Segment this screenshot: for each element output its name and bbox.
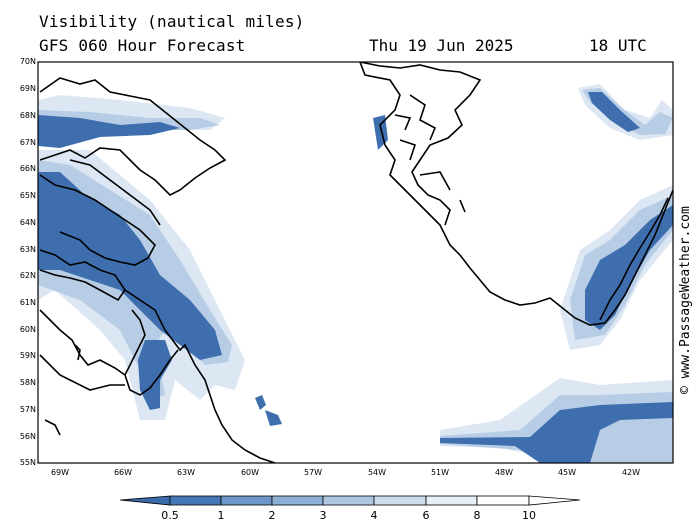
lat-label: 56N — [19, 432, 36, 441]
lat-label: 55N — [19, 458, 36, 467]
lon-label: 57W — [303, 468, 323, 477]
fog-area-dense — [138, 340, 172, 410]
colorbar-tick-label: 0.5 — [161, 509, 179, 522]
coastline-labrador-inner — [39, 354, 125, 391]
lon-label: 54W — [367, 468, 387, 477]
colorbar-bin — [169, 495, 222, 506]
lat-label: 64N — [19, 218, 36, 227]
colorbar-tick-label: 1 — [217, 509, 225, 522]
forecast-date: Thu 19 Jun 2025 — [369, 36, 514, 55]
lon-label: 48W — [494, 468, 514, 477]
lat-label: 58N — [19, 378, 36, 387]
map-subtitle: GFS 060 Hour Forecast — [39, 36, 246, 55]
coastline-baffin-east — [69, 159, 161, 226]
lat-label: 65N — [19, 191, 36, 200]
colorbar-tick-label: 6 — [422, 509, 430, 522]
colorbar-arrow-high — [528, 495, 581, 506]
lon-label: 45W — [557, 468, 577, 477]
lon-label: 42W — [621, 468, 641, 477]
lat-label: 57N — [19, 405, 36, 414]
lat-label: 61N — [19, 298, 36, 307]
lon-label: 60W — [240, 468, 260, 477]
colorbar-bin — [322, 495, 375, 506]
lat-label: 62N — [19, 271, 36, 280]
coastline-ungava-bay — [124, 309, 146, 376]
lat-label: 63N — [19, 245, 36, 254]
map-title: Visibility (nautical miles) — [39, 12, 305, 31]
colorbar-tick-label: 2 — [268, 509, 276, 522]
lat-label: 60N — [19, 325, 36, 334]
coastline-greenland-west — [359, 62, 673, 326]
visibility-field — [38, 84, 673, 463]
fog-area-dense — [265, 410, 282, 426]
lon-label: 51W — [430, 468, 450, 477]
coastline-island — [44, 419, 61, 436]
fog-area-dense — [255, 395, 266, 410]
fog-area-dense — [588, 92, 640, 132]
lon-label: 66W — [113, 468, 133, 477]
coastline-baffin — [39, 77, 227, 196]
coastline-quebec — [39, 309, 179, 396]
lat-label: 70N — [19, 57, 36, 66]
colorbar-tick-label: 8 — [473, 509, 481, 522]
coastline-hudson — [74, 344, 81, 361]
fog-area-dense — [440, 402, 673, 463]
colorbar-tick-label: 4 — [370, 509, 378, 522]
forecast-time: 18 UTC — [589, 36, 647, 55]
coastline-labrador-north — [124, 289, 276, 463]
coastline-greenland-east — [599, 197, 669, 321]
map-frame — [37, 61, 674, 464]
lat-label: 59N — [19, 351, 36, 360]
lon-label: 63W — [176, 468, 196, 477]
coastline-greenland-north — [359, 62, 482, 226]
colorbar-tick-label: 3 — [319, 509, 327, 522]
colorbar-bin — [220, 495, 273, 506]
fog-area-dense — [38, 115, 180, 148]
coastlines — [39, 62, 673, 463]
lat-label: 69N — [19, 84, 36, 93]
coastline-greenland-fjords — [394, 94, 466, 213]
colorbar-bin — [425, 495, 478, 506]
colorbar-tick-label: 10 — [522, 509, 536, 522]
lat-label: 66N — [19, 164, 36, 173]
colorbar-arrow-low — [119, 495, 171, 506]
coastline-baffin-south — [39, 174, 156, 266]
colorbar-bin — [476, 495, 530, 506]
lat-label: 67N — [19, 138, 36, 147]
credit-text: © www.PassageWeather.com — [678, 206, 693, 394]
colorbar-bin — [271, 495, 324, 506]
lon-label: 69W — [50, 468, 70, 477]
fog-area-dense — [38, 172, 222, 360]
lat-label: 68N — [19, 111, 36, 120]
colorbar — [119, 495, 581, 506]
colorbar-bin — [373, 495, 427, 506]
